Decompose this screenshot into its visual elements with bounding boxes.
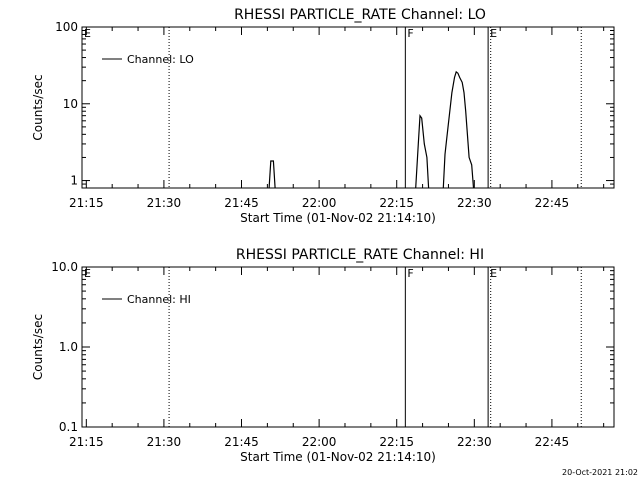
flag-marker-label: F — [407, 267, 413, 280]
y-tick-label: 1 — [70, 174, 78, 188]
chart-panel-lo: RHESSI PARTICLE_RATE Channel: LO Counts/s… — [31, 7, 615, 225]
x-tick-label: 22:15 — [379, 435, 414, 449]
x-tick-label: 22:30 — [457, 435, 492, 449]
y-tick-label: 1.0 — [59, 340, 78, 354]
chart-title: RHESSI PARTICLE_RATE Channel: LO — [234, 7, 486, 23]
x-tick-label: 21:45 — [224, 435, 259, 449]
x-axis-label: Start Time (01-Nov-02 21:14:10) — [240, 211, 436, 225]
series-line-segment — [268, 160, 276, 189]
y-tick-label: 10.0 — [51, 260, 78, 274]
y-tick-label: 0.1 — [59, 420, 78, 434]
legend-label: Channel: HI — [127, 293, 191, 306]
y-axis-label: Counts/sec — [31, 314, 45, 380]
x-tick-label: 22:45 — [535, 196, 570, 210]
y-axis-label: Counts/sec — [31, 74, 45, 140]
y-tick-label: 100 — [55, 20, 78, 34]
x-tick-label: 22:00 — [302, 435, 337, 449]
x-axis-label: Start Time (01-Nov-02 21:14:10) — [240, 450, 436, 464]
y-tick-label: 10 — [63, 97, 78, 111]
x-tick-label: 21:15 — [69, 435, 104, 449]
flag-marker-label: E — [490, 27, 497, 40]
legend-label: Channel: LO — [127, 53, 194, 66]
x-tick-label: 21:45 — [224, 196, 259, 210]
series-line-segment — [415, 113, 430, 189]
x-tick-label: 21:30 — [147, 435, 182, 449]
x-tick-label: 22:45 — [535, 435, 570, 449]
x-tick-label: 21:30 — [147, 196, 182, 210]
chart-title: RHESSI PARTICLE_RATE Channel: HI — [236, 247, 484, 263]
x-tick-label: 21:15 — [69, 196, 104, 210]
flag-marker-label: F — [407, 27, 413, 40]
plot-frame — [81, 266, 615, 428]
flag-marker-label: E — [490, 267, 497, 280]
flag-marker-label: E — [84, 27, 91, 40]
x-tick-label: 22:00 — [302, 196, 337, 210]
x-tick-label: 22:15 — [379, 196, 414, 210]
flag-marker-label: E — [84, 267, 91, 280]
series-line-segment — [442, 70, 475, 189]
chart-panel-hi: RHESSI PARTICLE_RATE Channel: HI Counts/s… — [31, 247, 615, 464]
footer-timestamp: 20-Oct-2021 21:02 — [562, 468, 638, 477]
plot-frame — [81, 26, 615, 189]
x-tick-label: 22:30 — [457, 196, 492, 210]
